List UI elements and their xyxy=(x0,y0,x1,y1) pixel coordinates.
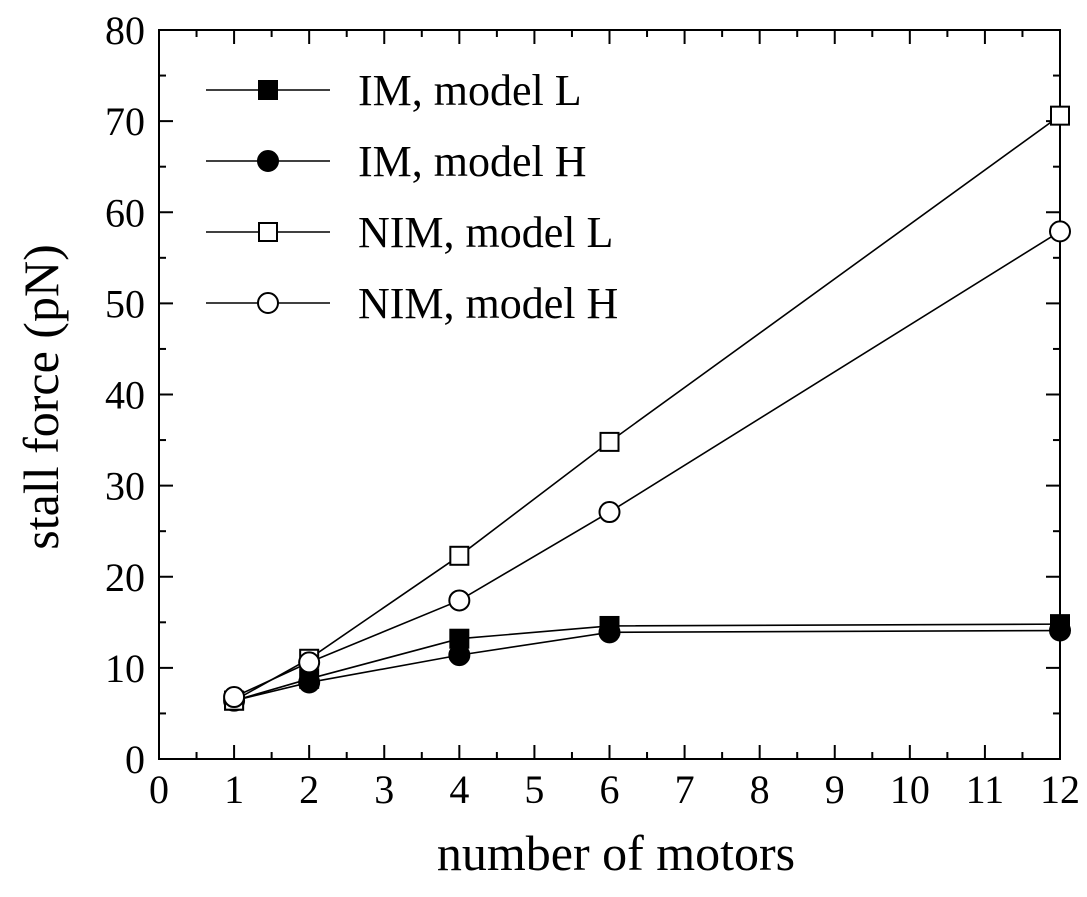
y-tick-label: 0 xyxy=(125,737,145,782)
y-tick-label: 70 xyxy=(105,99,145,144)
x-tick-label: 6 xyxy=(600,767,620,812)
series-3-point xyxy=(599,431,620,452)
x-tick-label: 1 xyxy=(224,767,244,812)
x-tick-label: 3 xyxy=(374,767,394,812)
series-4-point xyxy=(223,686,246,709)
legend-label: NIM, model L xyxy=(358,208,613,257)
x-tick-label: 8 xyxy=(750,767,770,812)
x-tick-label: 9 xyxy=(825,767,845,812)
x-tick-label: 11 xyxy=(966,767,1005,812)
legend: IM, model L IM, model H NIM, model L NIM, m… xyxy=(206,66,618,328)
series-3-point xyxy=(1050,105,1070,126)
x-tick-label: 4 xyxy=(449,767,469,812)
series-2-point xyxy=(598,621,621,644)
x-tick-label: 12 xyxy=(1040,767,1080,812)
x-axis: 0 1 2 3 4 5 6 7 8 9 10 11 12 xyxy=(149,30,1080,812)
legend-label: IM, model H xyxy=(358,137,587,186)
legend-marker xyxy=(257,150,279,172)
y-axis: 0 10 20 30 40 50 60 70 80 xyxy=(105,8,1060,782)
y-axis-title: stall force (pN) xyxy=(13,244,69,549)
series-3-point xyxy=(449,545,470,566)
legend-label: IM, model L xyxy=(358,66,582,115)
plot-frame xyxy=(158,29,1061,760)
legend-marker xyxy=(258,80,278,100)
series-line-3 xyxy=(233,115,1061,702)
x-tick-label: 0 xyxy=(149,767,169,812)
y-tick-label: 10 xyxy=(105,646,145,691)
series-4-point xyxy=(298,651,321,674)
y-tick-label: 80 xyxy=(105,8,145,53)
series-2-point xyxy=(1049,619,1071,642)
x-tick-label: 7 xyxy=(675,767,695,812)
x-tick-label: 2 xyxy=(299,767,319,812)
y-tick-label: 20 xyxy=(105,555,145,600)
y-tick-label: 60 xyxy=(105,190,145,235)
x-tick-label: 10 xyxy=(890,767,930,812)
y-tick-label: 50 xyxy=(105,281,145,326)
x-axis-title: number of motors xyxy=(437,825,795,881)
series-2-point xyxy=(448,644,471,667)
series-4-point xyxy=(448,589,471,612)
y-tick-label: 40 xyxy=(105,373,145,418)
legend-marker xyxy=(257,292,279,314)
series-2-point xyxy=(298,671,321,694)
x-tick-label: 5 xyxy=(524,767,544,812)
legend-marker xyxy=(258,222,278,242)
y-tick-label: 30 xyxy=(105,464,145,509)
series-layer xyxy=(223,105,1071,712)
series-4-point xyxy=(598,501,621,524)
series-line-1 xyxy=(233,623,1061,702)
series-4-point xyxy=(1049,220,1071,243)
legend-label: NIM, model H xyxy=(358,279,618,328)
